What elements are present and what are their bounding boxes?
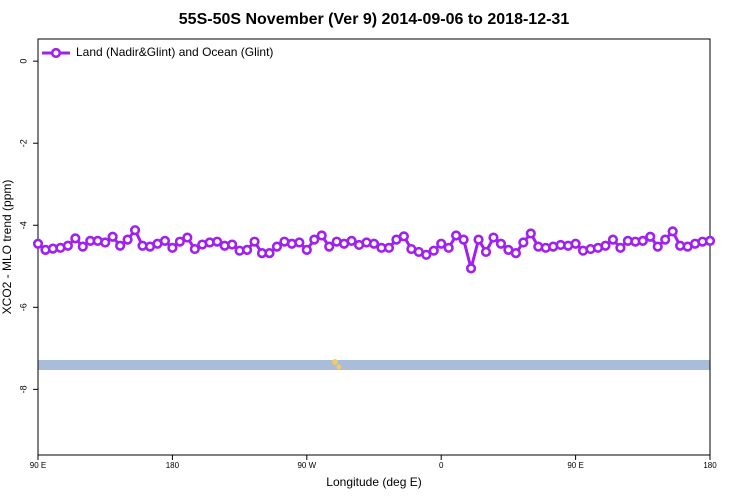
data-point <box>398 231 409 242</box>
x-axis-label: Longitude (deg E) <box>326 475 421 489</box>
data-point <box>495 238 507 249</box>
x-tick-label: 90 W <box>297 461 316 470</box>
x-tick-label: 90 E <box>30 461 46 470</box>
map-land <box>332 359 338 365</box>
data-point <box>637 235 648 246</box>
data-point <box>227 239 238 250</box>
y-tick-label: -2 <box>18 139 28 147</box>
data-point <box>189 243 200 255</box>
data-point <box>570 238 581 249</box>
data-point <box>346 235 357 246</box>
legend-marker <box>50 47 62 59</box>
y-tick-label: -6 <box>18 303 28 311</box>
y-tick-label: -8 <box>18 385 28 393</box>
data-point <box>129 225 141 236</box>
data-point <box>436 238 447 249</box>
data-point <box>607 234 619 245</box>
data-point <box>249 236 260 247</box>
data-point <box>383 242 395 253</box>
chart-title: 55S-50S November (Ver 9) 2014-09-06 to 2… <box>179 11 570 28</box>
data-point <box>174 236 185 247</box>
data-point <box>525 228 536 239</box>
data-point <box>62 240 73 251</box>
data-point <box>458 234 469 245</box>
data-point <box>301 244 312 255</box>
data-point <box>324 241 335 252</box>
x-tick-label: 180 <box>166 461 180 470</box>
data-point <box>488 232 499 243</box>
data-point <box>652 241 663 252</box>
data-point <box>660 234 671 245</box>
x-tick-label: 180 <box>703 461 717 470</box>
data-point <box>107 231 118 242</box>
data-point <box>316 230 327 241</box>
data-point <box>421 249 432 260</box>
y-axis-label: XCO2 - MLO trend (ppm) <box>0 180 14 315</box>
legend-label: Land (Nadir&Glint) and Ocean (Glint) <box>76 45 273 59</box>
data-point <box>510 248 521 259</box>
map-strip <box>38 360 710 370</box>
data-point <box>645 231 656 242</box>
data-point <box>182 232 193 243</box>
data-point <box>443 242 454 253</box>
data-point <box>159 235 171 246</box>
data-point <box>212 236 223 247</box>
data-line <box>37 227 711 275</box>
data-point <box>518 237 529 248</box>
data-point <box>167 242 178 253</box>
data-point <box>100 237 111 248</box>
data-point <box>271 241 283 252</box>
y-tick-label: -4 <box>18 221 28 229</box>
y-tick-label: 0 <box>18 59 28 64</box>
map-land <box>336 364 342 370</box>
x-tick-label: 0 <box>439 461 444 470</box>
data-point <box>294 237 305 248</box>
data-point <box>122 234 133 245</box>
data-point <box>465 263 477 274</box>
data-point <box>115 240 126 251</box>
data-point <box>70 233 81 244</box>
data-point <box>480 246 492 258</box>
data-point <box>473 234 484 245</box>
data-point <box>241 244 253 255</box>
x-tick-label: 90 E <box>567 461 583 470</box>
data-point <box>32 238 44 249</box>
data-point <box>264 248 275 259</box>
data-point <box>600 240 611 251</box>
data-point <box>77 241 88 252</box>
data-point <box>309 234 320 245</box>
data-point <box>704 235 716 246</box>
data-point <box>615 242 626 253</box>
data-point <box>368 238 380 249</box>
data-point <box>451 230 462 241</box>
data-point <box>667 226 678 237</box>
data-point <box>428 245 439 256</box>
